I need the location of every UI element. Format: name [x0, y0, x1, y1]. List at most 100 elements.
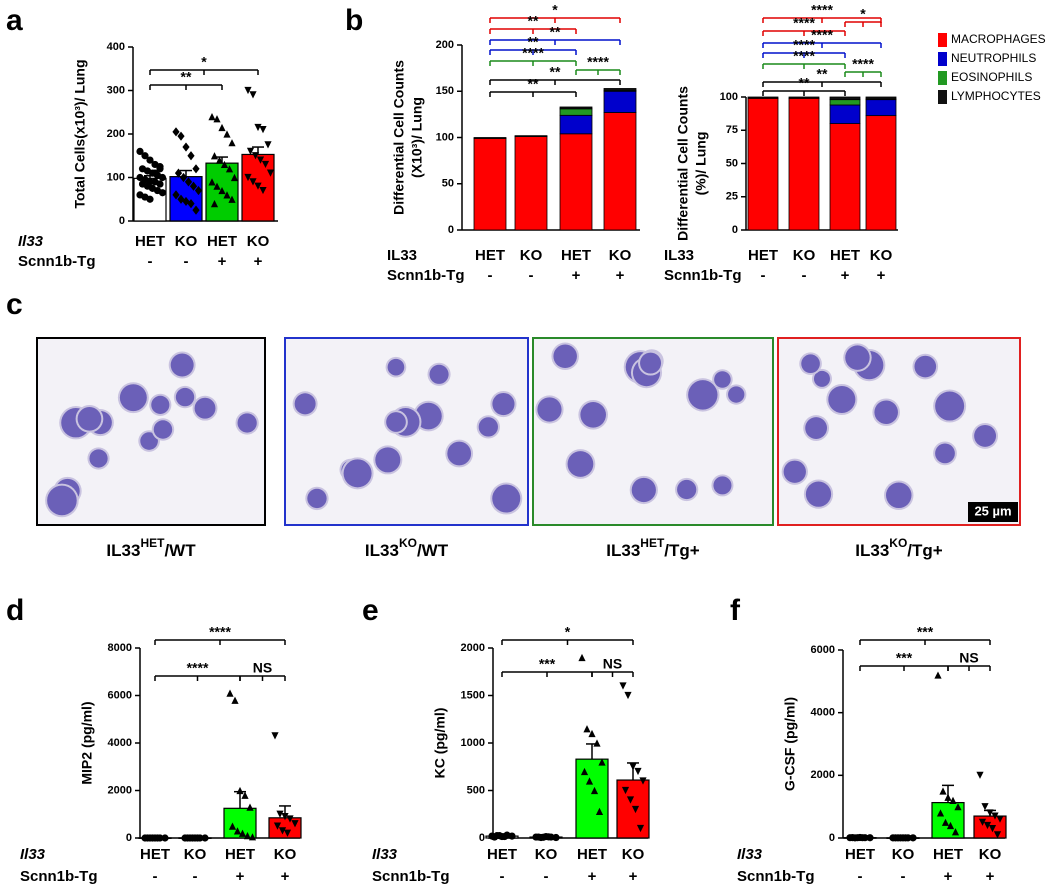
x-tick-label: HET	[933, 846, 963, 863]
data-point	[996, 815, 1004, 823]
legend-swatch	[938, 33, 947, 47]
x-tick-label: KO	[979, 846, 1002, 863]
cell-nucleus	[728, 386, 745, 403]
label-suffix: /Tg+	[664, 541, 699, 560]
significance-label: **	[550, 24, 561, 40]
x-tick-label: -	[802, 267, 807, 284]
cell-nucleus	[153, 420, 173, 439]
label-suffix: /WT	[417, 541, 449, 560]
data-point	[291, 820, 299, 828]
cell-nucleus	[175, 387, 195, 407]
y-tick-label: 4000	[811, 707, 835, 719]
category-row-label: Scnn1b-Tg	[664, 267, 742, 284]
x-tick-label: HET	[475, 247, 505, 264]
data-point	[177, 131, 185, 141]
significance-label: **	[799, 75, 810, 91]
significance-label: *	[860, 6, 866, 22]
error-bar	[586, 743, 598, 760]
legend-label: NEUTROPHILS	[951, 51, 1036, 65]
bar-segment	[747, 96, 779, 99]
panel-label: e	[362, 594, 379, 627]
y-tick-label: 4000	[108, 737, 132, 749]
y-tick-label: 0	[126, 832, 132, 844]
data-point	[246, 147, 255, 155]
y-tick-label: 2000	[108, 784, 132, 796]
data-point	[580, 767, 589, 776]
y-tick-label: 2000	[811, 769, 835, 781]
data-point	[244, 173, 252, 182]
data-point	[223, 130, 231, 138]
y-axis-label: KC (pg/ml)	[432, 708, 448, 779]
data-point	[192, 164, 200, 174]
cell-nucleus	[387, 358, 405, 376]
cell-nucleus	[478, 417, 498, 437]
cell-nucleus	[537, 397, 562, 422]
significance-label: ****	[793, 37, 815, 53]
cell-nucleus	[874, 400, 898, 424]
cell-nucleus	[294, 393, 316, 415]
x-tick-label: +	[236, 868, 245, 885]
bar-segment	[514, 135, 548, 137]
label-sup: HET	[640, 536, 665, 550]
micrograph-label: IL33KO/Tg+	[855, 536, 943, 560]
data-point	[201, 834, 209, 842]
data-point	[161, 834, 169, 842]
data-point	[256, 156, 265, 164]
y-tick-label: 6000	[108, 689, 132, 701]
y-axis-label: (%)/ Lung	[693, 132, 709, 196]
data-point	[951, 828, 960, 836]
legend-swatch	[938, 52, 947, 66]
significance-label: ****	[811, 2, 833, 18]
data-point	[187, 199, 195, 209]
significance-label: ****	[587, 54, 609, 70]
data-point	[590, 786, 599, 795]
y-tick-label: 0	[119, 215, 125, 227]
y-axis-label: (X10³)/ Lung	[409, 97, 425, 178]
legend-swatch	[938, 71, 947, 85]
data-point	[624, 691, 632, 700]
data-point	[254, 123, 262, 132]
cell-nucleus	[375, 447, 401, 473]
data-point	[283, 829, 292, 837]
data-point	[273, 822, 282, 830]
y-tick-label: 100	[107, 171, 125, 183]
category-row-label: Scnn1b-Tg	[20, 868, 98, 885]
x-tick-label: -	[193, 868, 198, 885]
bar-segment	[559, 106, 593, 110]
data-point	[934, 671, 942, 679]
x-tick-label: -	[488, 267, 493, 284]
y-tick-label: 8000	[108, 642, 132, 654]
data-point	[249, 178, 257, 186]
bar-segment	[829, 104, 861, 125]
y-axis-label: G-CSF (pg/ml)	[782, 697, 798, 791]
data-point	[218, 186, 226, 195]
cell-nucleus	[640, 352, 662, 374]
data-point	[184, 177, 193, 187]
data-point	[936, 809, 945, 817]
data-point	[189, 181, 198, 191]
data-point	[639, 777, 647, 785]
category-row-label: Scnn1b-Tg	[737, 868, 815, 885]
bar-segment	[603, 90, 637, 113]
data-point	[225, 165, 234, 173]
label-suffix: /WT	[164, 541, 196, 560]
data-point	[259, 186, 267, 195]
cell-nucleus	[580, 401, 606, 428]
y-tick-label: 100	[720, 91, 738, 103]
y-tick-label: 150	[436, 85, 454, 97]
cell-nucleus	[492, 392, 515, 416]
error-bar	[252, 146, 264, 155]
micrograph-frame	[36, 337, 266, 526]
x-tick-label: HET	[577, 846, 607, 863]
x-tick-label: KO	[870, 247, 893, 264]
cell-nucleus	[386, 412, 406, 432]
error-bar	[144, 175, 156, 179]
bar-segment	[865, 96, 897, 100]
cell-nucleus	[914, 355, 937, 378]
y-axis-label: Differential Cell Counts	[391, 60, 407, 215]
cell-nucleus	[974, 424, 997, 447]
data-point	[172, 190, 180, 200]
x-tick-label: HET	[487, 846, 517, 863]
bar	[575, 758, 609, 839]
cell-nucleus	[447, 441, 472, 466]
